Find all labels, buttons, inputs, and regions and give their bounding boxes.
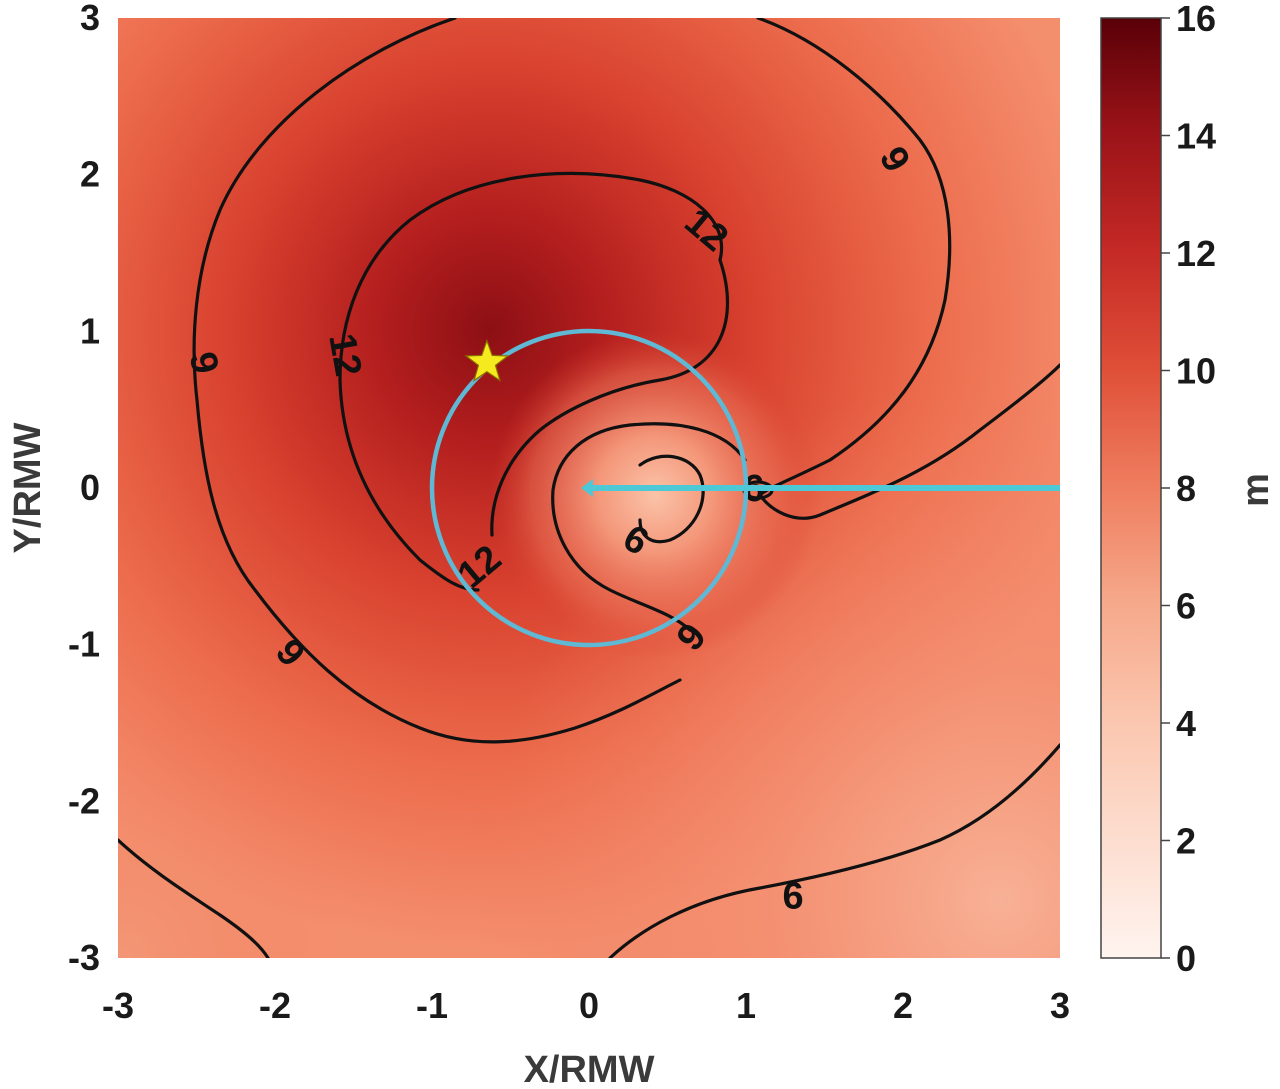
colorbar-tick-label: 6 bbox=[1176, 586, 1196, 627]
colorbar: 16 14 12 10 8 6 4 2 0 m bbox=[1100, 0, 1277, 979]
y-tick-label: -2 bbox=[68, 780, 100, 821]
y-tick-label: 1 bbox=[80, 310, 100, 351]
y-tick-label: -1 bbox=[68, 624, 100, 665]
y-axis-ticks: 3 2 1 0 -1 -2 -3 bbox=[68, 0, 100, 978]
contour-6-bottom-right bbox=[608, 743, 1060, 958]
colorbar-tick-label: 14 bbox=[1176, 116, 1216, 157]
colorbar-tick-label: 10 bbox=[1176, 351, 1216, 392]
colorbar-ticks: 16 14 12 10 8 6 4 2 0 bbox=[1161, 0, 1216, 979]
contour-6-inner bbox=[638, 454, 705, 544]
contour-label: 6 bbox=[783, 875, 804, 917]
colorbar-label: m bbox=[1235, 473, 1277, 507]
x-tick-label: -2 bbox=[259, 985, 291, 1026]
colorbar-tick-label: 4 bbox=[1176, 703, 1196, 744]
contour-lines bbox=[118, 18, 1060, 958]
x-axis-ticks: -3 -2 -1 0 1 2 3 bbox=[102, 985, 1070, 1026]
max-height-star-icon bbox=[464, 338, 510, 382]
colorbar-tick-label: 12 bbox=[1176, 233, 1216, 274]
y-tick-label: -3 bbox=[68, 937, 100, 978]
x-tick-label: -1 bbox=[416, 985, 448, 1026]
contour-12-hook bbox=[490, 258, 729, 537]
x-tick-label: -3 bbox=[102, 985, 134, 1026]
x-tick-label: 1 bbox=[736, 985, 756, 1026]
contour-9-outer bbox=[192, 18, 682, 744]
colorbar-tick-label: 0 bbox=[1176, 938, 1196, 979]
y-tick-label: 3 bbox=[80, 0, 100, 38]
colorbar-tick-label: 8 bbox=[1176, 468, 1196, 509]
y-tick-label: 0 bbox=[80, 467, 100, 508]
contour-6-bottom-left bbox=[118, 838, 270, 958]
storm-center-arrow-marker bbox=[581, 479, 593, 497]
colorbar-gradient bbox=[1100, 17, 1162, 959]
contour-6-eyewall bbox=[551, 422, 747, 632]
x-tick-label: 3 bbox=[1050, 985, 1070, 1026]
contour-label: 12 bbox=[320, 331, 369, 380]
x-tick-label: 0 bbox=[579, 985, 599, 1026]
x-tick-label: 2 bbox=[893, 985, 913, 1026]
x-axis-label: X/RMW bbox=[524, 1049, 655, 1089]
colorbar-tick-label: 2 bbox=[1176, 821, 1196, 862]
contour-9-right bbox=[756, 18, 1060, 520]
contour-12-outer bbox=[338, 171, 724, 592]
arrowhead-icon bbox=[581, 479, 593, 497]
colorbar-tick-label: 16 bbox=[1176, 0, 1216, 39]
y-axis-label: Y/RMW bbox=[7, 422, 49, 553]
y-tick-label: 2 bbox=[80, 154, 100, 195]
